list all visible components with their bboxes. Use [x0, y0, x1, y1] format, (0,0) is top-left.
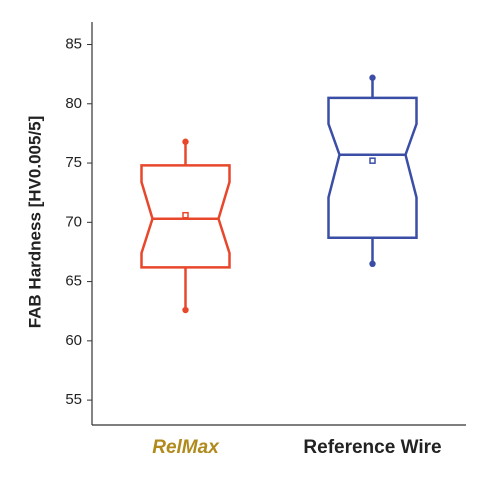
y-tick-label: 70: [65, 213, 82, 230]
y-tick-label: 80: [65, 95, 82, 112]
whisker-cap: [369, 74, 376, 81]
x-tick-label: Reference Wire: [303, 437, 441, 458]
whisker-cap: [182, 138, 189, 145]
mean-marker: [182, 211, 189, 219]
whisker-cap: [182, 306, 189, 314]
whisker-cap: [369, 260, 376, 267]
y-tick-label: 75: [65, 154, 82, 171]
mean-marker: [369, 157, 376, 164]
y-axis-label: FAB Hardness [HV0.005/5]: [25, 116, 44, 329]
y-tick-label: 85: [65, 35, 82, 52]
y-tick-label: 60: [65, 332, 82, 349]
box: [327, 96, 418, 239]
y-tick-label: 55: [65, 391, 82, 408]
box: [140, 164, 231, 269]
y-tick-label: 65: [65, 273, 82, 290]
x-tick-label: RelMax: [152, 437, 220, 458]
